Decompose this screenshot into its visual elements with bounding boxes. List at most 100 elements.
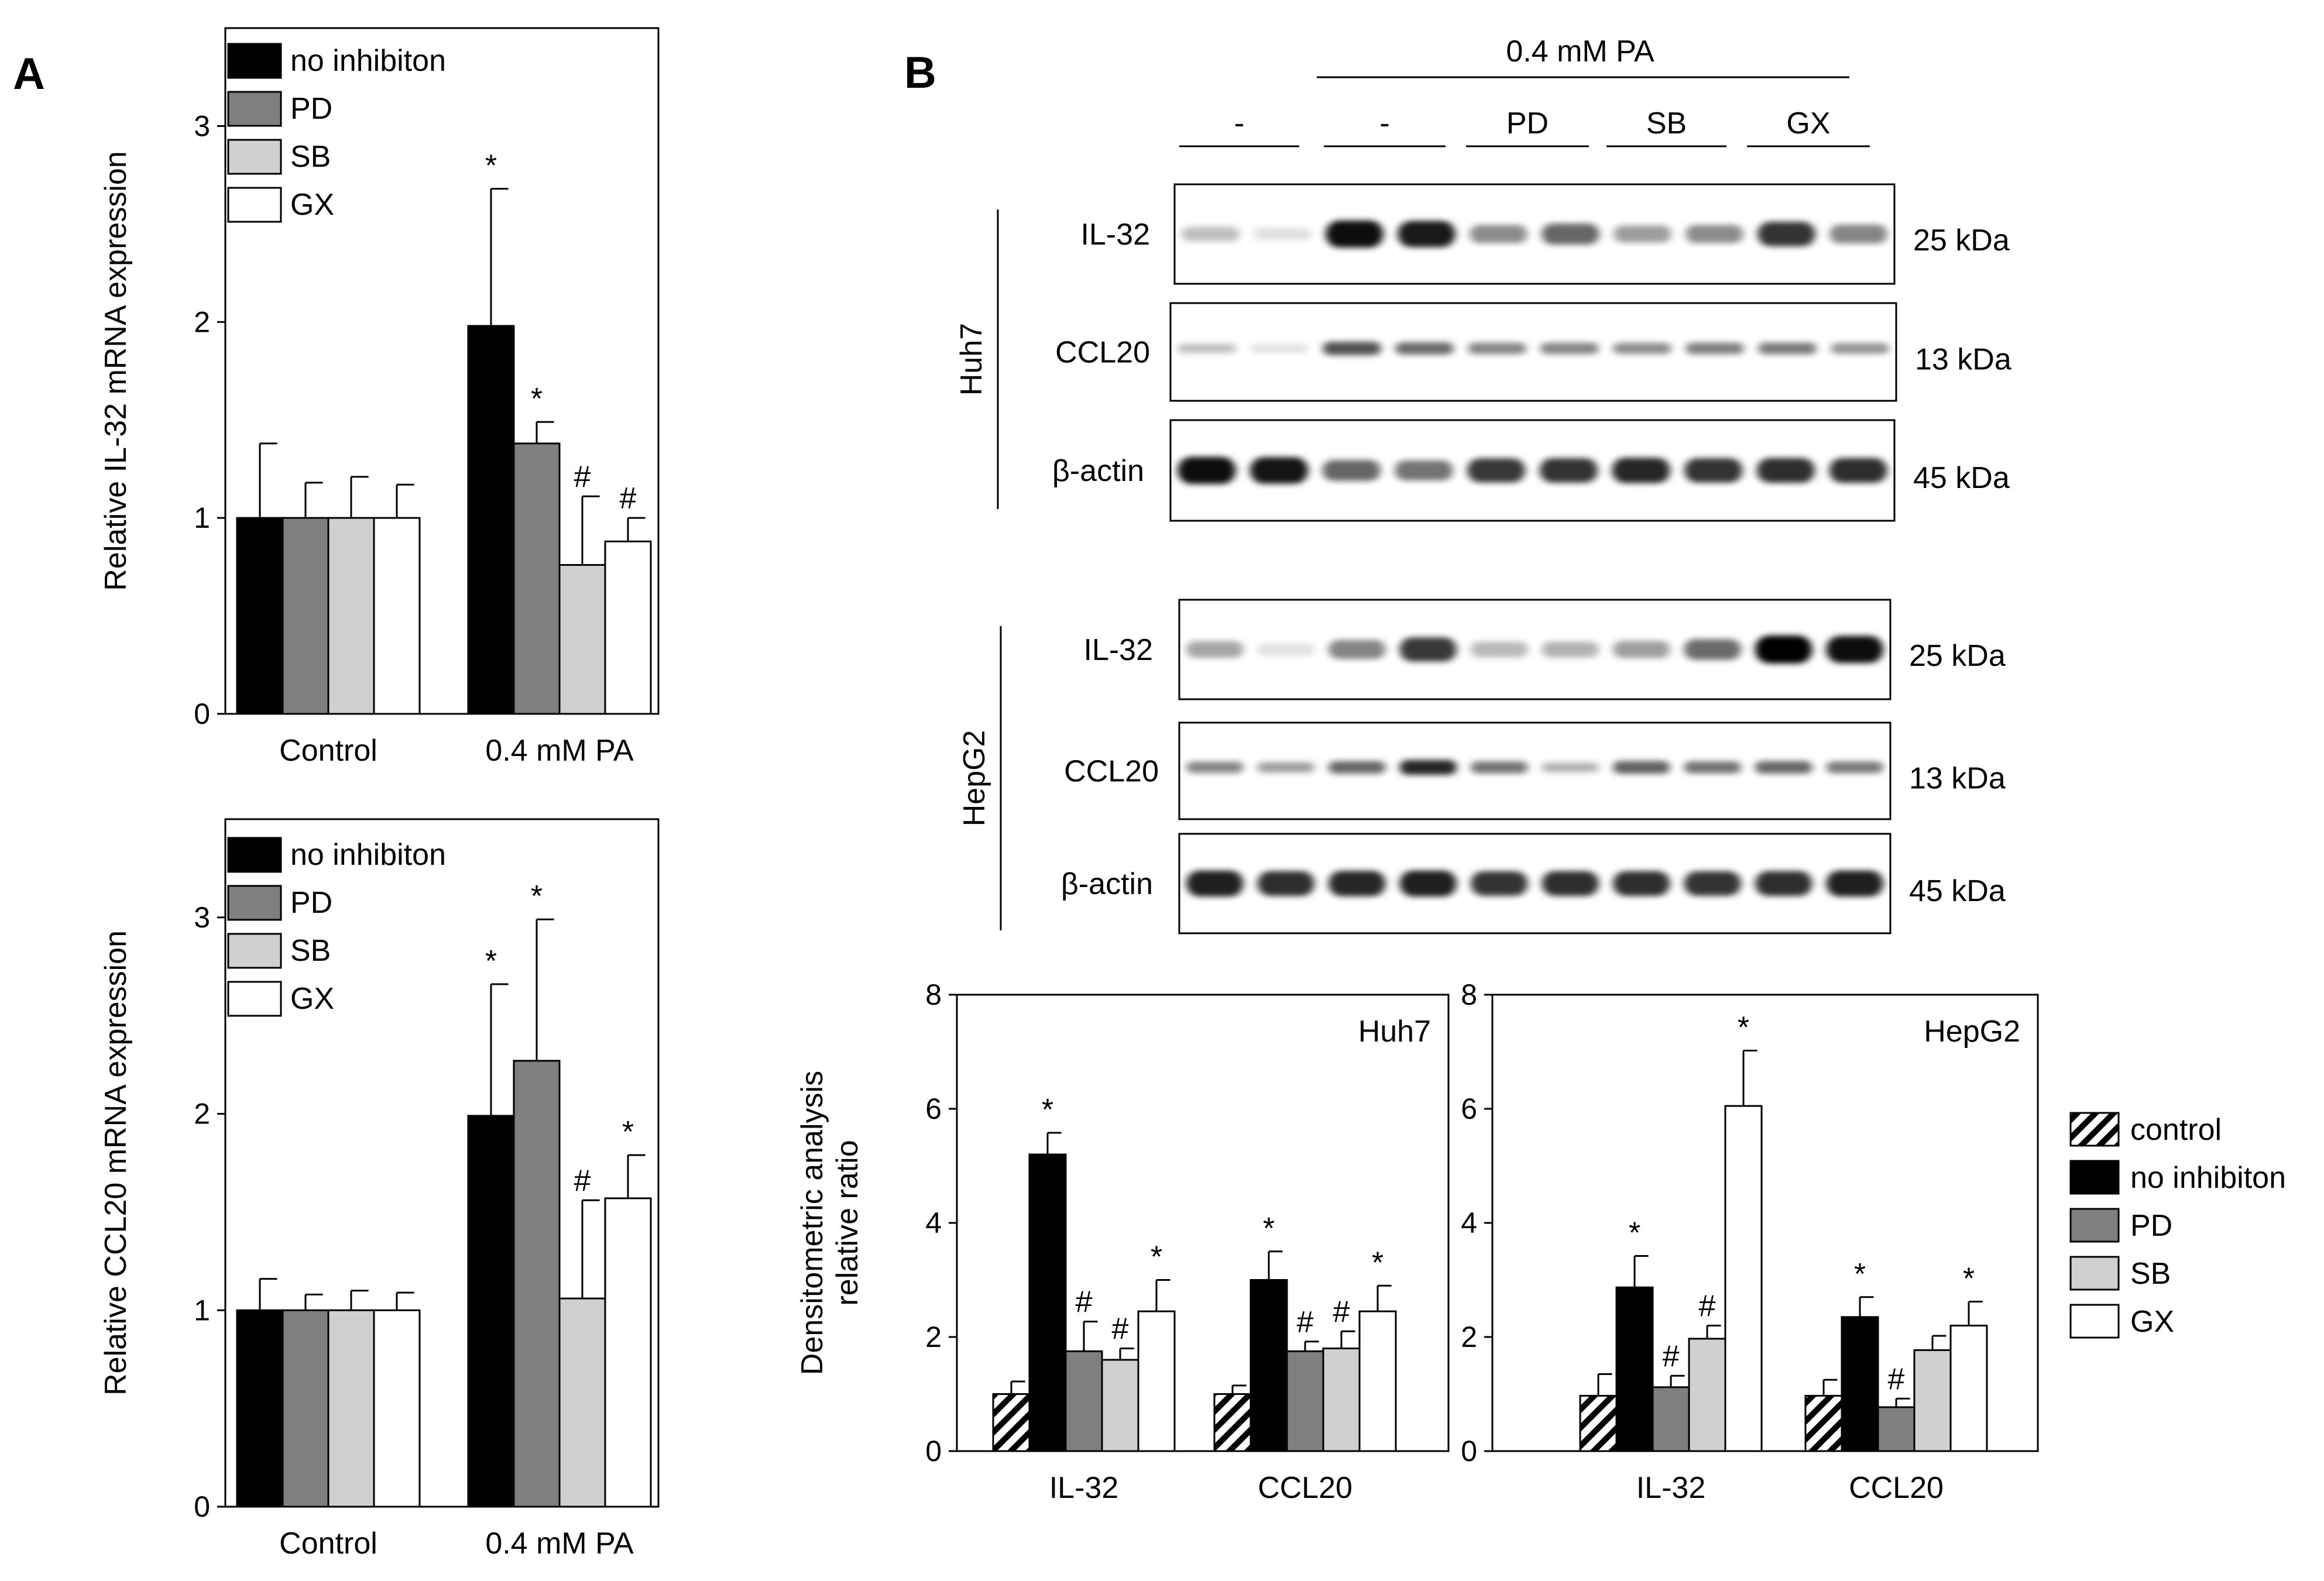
- chart-il32-mrna: 0 1 2 3 Relative IL-32 mRNA expression Contro…: [99, 27, 660, 768]
- bar: [1358, 1310, 1397, 1452]
- significance-mark: #: [574, 1164, 591, 1198]
- blot-band: [1542, 224, 1599, 245]
- blot-band: [1684, 871, 1741, 896]
- y-tick-label: 0: [925, 1435, 942, 1467]
- blot-band: [1685, 225, 1743, 243]
- legend-swatch: [2069, 1256, 2120, 1291]
- chart-ccl20-mrna: 0 1 2 3 Relative CCL20 mRNA expression Contro…: [99, 818, 660, 1561]
- blot-band: [1257, 762, 1314, 773]
- y-tick-label: 1: [194, 501, 210, 534]
- blot-band: [1395, 342, 1454, 355]
- y-axis-label-line1: Densitometric analysis: [795, 1071, 829, 1375]
- legend-swatch: [227, 187, 282, 223]
- protein-label: β-actin: [1052, 454, 1144, 488]
- blot-band: [1322, 460, 1381, 481]
- blot-band: [1755, 635, 1812, 664]
- x-category-label: 0.4 mM PA: [485, 1527, 634, 1561]
- blot-band: [1613, 761, 1670, 774]
- blot-band: [1186, 641, 1244, 658]
- blot-band: [1826, 761, 1883, 774]
- blot-band: [1329, 640, 1386, 659]
- bar: [373, 517, 421, 715]
- x-category-label: IL-32: [1049, 1471, 1119, 1505]
- plot-frame: [224, 27, 660, 715]
- blot-band: [1826, 870, 1883, 897]
- blot-band: [1542, 762, 1599, 772]
- blot-band: [1250, 344, 1309, 353]
- blot-band: [1471, 871, 1528, 896]
- y-tick-label: 6: [1461, 1092, 1477, 1125]
- blot-band: [1323, 342, 1381, 355]
- blot-band: [1613, 641, 1670, 658]
- y-tick-label: 2: [194, 1098, 210, 1130]
- x-category-label: Control: [279, 734, 377, 768]
- molecular-weight-label: 45 kDa: [1909, 874, 2006, 908]
- bar: [604, 540, 652, 715]
- legend-swatch: [2069, 1160, 2120, 1195]
- blot-band: [1395, 460, 1453, 481]
- legend-densitometry: control no inhibiton PD SB GX: [2069, 1112, 2286, 1339]
- legend-swatch: [2069, 1208, 2120, 1243]
- bar: [1652, 1386, 1690, 1452]
- lane-group-label: SB: [1646, 106, 1687, 140]
- significance-mark: #: [1699, 1290, 1716, 1324]
- blot-band: [1613, 342, 1671, 355]
- significance-mark: *: [531, 879, 543, 913]
- bar: [604, 1197, 652, 1508]
- bar: [1101, 1359, 1139, 1452]
- bar: [992, 1393, 1031, 1452]
- blot-band: [1829, 458, 1887, 483]
- significance-mark: #: [574, 460, 591, 494]
- y-tick-label: 8: [1461, 978, 1477, 1011]
- legend-label: SB: [2130, 1257, 2171, 1291]
- lane-group-label: -: [1379, 106, 1389, 140]
- significance-mark: *: [1738, 1011, 1749, 1045]
- bar: [282, 1309, 329, 1508]
- bar: [1877, 1406, 1916, 1452]
- bar: [1065, 1350, 1103, 1452]
- blot-band: [1685, 342, 1744, 355]
- blot-band: [1684, 639, 1741, 660]
- y-tick-label: 0: [194, 697, 210, 730]
- y-tick-label: 2: [1461, 1321, 1477, 1353]
- y-tick-label: 2: [925, 1321, 942, 1353]
- blot-band: [1755, 871, 1812, 896]
- blot-band: [1758, 342, 1817, 355]
- bar: [1615, 1286, 1654, 1452]
- legend-label: SB: [290, 934, 331, 968]
- bar: [1213, 1393, 1252, 1452]
- legend-label: no inhibiton: [2130, 1161, 2286, 1195]
- bar: [513, 1060, 561, 1508]
- bar: [373, 1309, 421, 1508]
- bar: [1841, 1316, 1879, 1452]
- legend-label: GX: [290, 188, 334, 222]
- bar: [1249, 1279, 1288, 1452]
- legend-swatch: [2069, 1112, 2120, 1147]
- bar: [1913, 1349, 1952, 1452]
- molecular-weight-label: 25 kDa: [1909, 639, 2006, 673]
- legend-swatch: [2069, 1304, 2120, 1339]
- y-tick-label: 0: [194, 1490, 210, 1523]
- blot-band: [1684, 458, 1743, 483]
- y-tick-label: 3: [194, 901, 210, 934]
- legend-swatch: [227, 885, 282, 921]
- blot-band: [1612, 458, 1670, 483]
- chart-hepg2-densitometry: 0 2 4 6 8 HepG2 IL-32 * # # * CCL20 * # *: [1461, 978, 2039, 1505]
- significance-mark: *: [485, 944, 497, 978]
- protein-label: CCL20: [1064, 755, 1159, 789]
- bar: [327, 517, 375, 715]
- y-axis-label: Relative IL-32 mRNA expression: [99, 151, 133, 590]
- lane-group-label: PD: [1506, 106, 1549, 140]
- blot-band: [1399, 759, 1457, 775]
- significance-mark: #: [1112, 1312, 1129, 1346]
- bar: [1688, 1338, 1726, 1452]
- bar: [1804, 1394, 1843, 1452]
- protein-label: IL-32: [1080, 218, 1150, 252]
- bar: [1724, 1105, 1763, 1452]
- y-tick-label: 1: [194, 1294, 210, 1326]
- y-tick-label: 4: [1461, 1207, 1477, 1239]
- legend-swatch: [227, 91, 282, 127]
- blot-band: [1831, 343, 1889, 354]
- legend-label: control: [2130, 1113, 2222, 1147]
